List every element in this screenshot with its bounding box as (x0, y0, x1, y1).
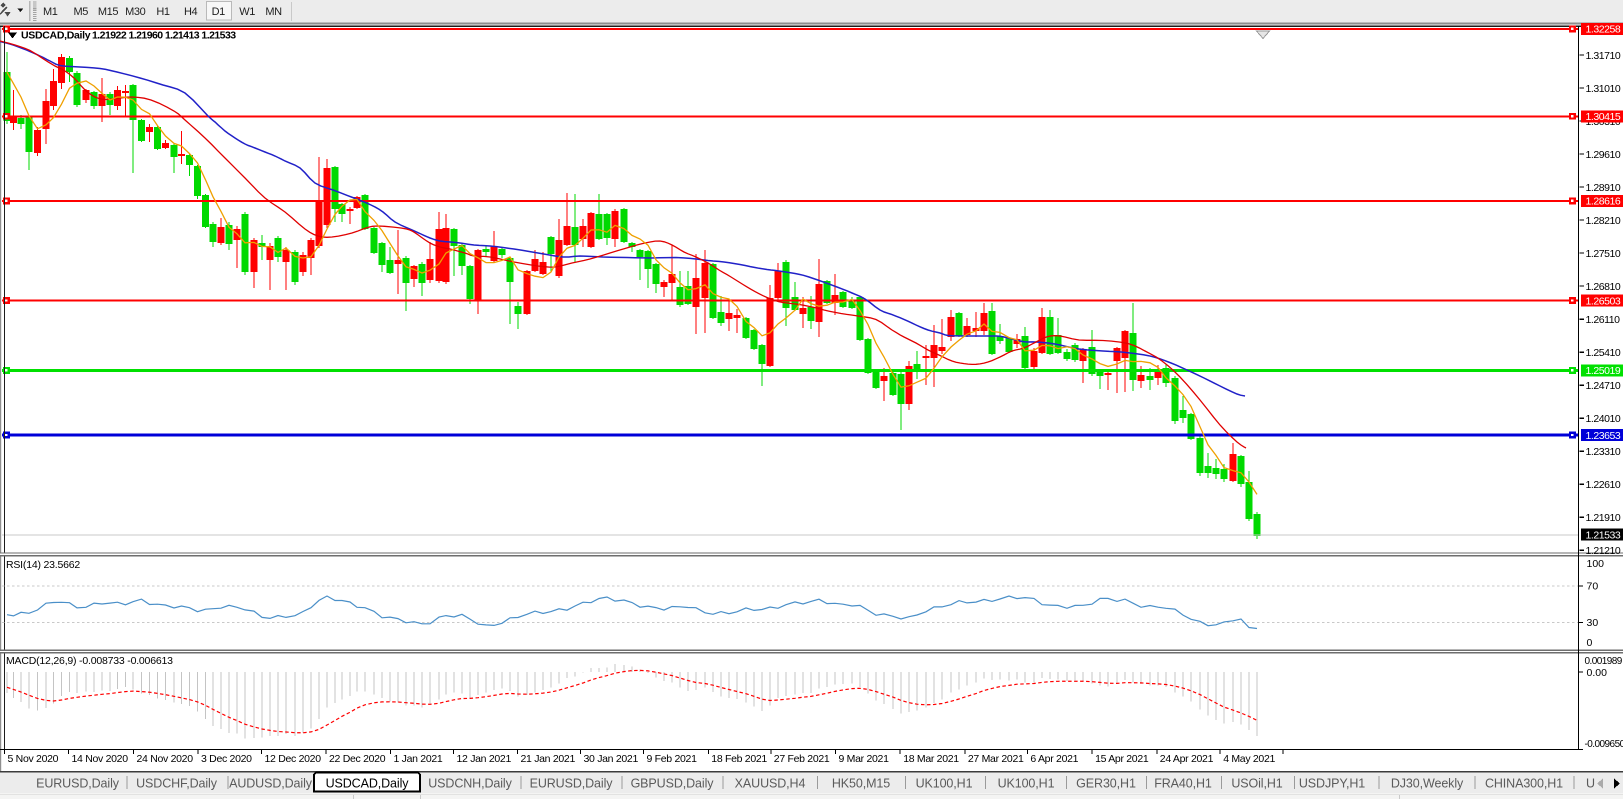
svg-text:1.21533: 1.21533 (1586, 529, 1621, 541)
svg-text:1.32258: 1.32258 (1586, 24, 1621, 36)
svg-text:MN: MN (265, 6, 282, 18)
svg-text:18 Mar 2021: 18 Mar 2021 (903, 753, 959, 765)
svg-text:21 Jan 2021: 21 Jan 2021 (521, 753, 576, 765)
svg-text:UK100,H1: UK100,H1 (916, 777, 973, 791)
svg-text:W1: W1 (239, 6, 255, 18)
svg-text:RSI(14) 23.5662: RSI(14) 23.5662 (6, 559, 80, 571)
svg-text:USDJPY,H1: USDJPY,H1 (1299, 777, 1365, 791)
svg-text:EURUSD,Daily: EURUSD,Daily (36, 777, 120, 791)
svg-text:1.22610: 1.22610 (1586, 479, 1621, 491)
svg-text:24 Nov 2020: 24 Nov 2020 (137, 753, 194, 765)
svg-text:5 Nov 2020: 5 Nov 2020 (8, 753, 59, 765)
svg-text:USDCAD,Daily: USDCAD,Daily (21, 30, 91, 42)
svg-text:27 Feb 2021: 27 Feb 2021 (774, 753, 830, 765)
svg-text:3 Dec 2020: 3 Dec 2020 (201, 753, 252, 765)
svg-text:1.28210: 1.28210 (1586, 215, 1621, 227)
svg-text:H1: H1 (156, 6, 170, 18)
svg-text:1.27510: 1.27510 (1586, 248, 1621, 260)
svg-text:1.25019: 1.25019 (1586, 365, 1621, 377)
svg-text:1.23653: 1.23653 (1586, 430, 1621, 442)
svg-text:FRA40,H1: FRA40,H1 (1154, 777, 1212, 791)
svg-text:27 Mar 2021: 27 Mar 2021 (968, 753, 1024, 765)
svg-text:USDCNH,Daily: USDCNH,Daily (428, 777, 512, 791)
svg-text:0: 0 (1587, 637, 1593, 649)
svg-text:1.31710: 1.31710 (1586, 50, 1621, 62)
svg-text:USDCHF,Daily: USDCHF,Daily (136, 777, 218, 791)
svg-text:1.26110: 1.26110 (1586, 314, 1621, 326)
svg-text:1.31010: 1.31010 (1586, 83, 1621, 95)
svg-text:24 Apr 2021: 24 Apr 2021 (1160, 753, 1214, 765)
svg-text:1.26503: 1.26503 (1586, 295, 1621, 307)
svg-text:12 Dec 2020: 12 Dec 2020 (265, 753, 322, 765)
svg-text:D1: D1 (212, 6, 226, 18)
svg-text:1.23310: 1.23310 (1586, 446, 1621, 458)
svg-text:9 Feb 2021: 9 Feb 2021 (647, 753, 698, 765)
svg-text:CHINA300,H1: CHINA300,H1 (1485, 777, 1563, 791)
svg-text:6 Apr 2021: 6 Apr 2021 (1030, 753, 1078, 765)
svg-text:-0.009650: -0.009650 (1585, 739, 1623, 750)
svg-text:1.30415: 1.30415 (1586, 111, 1621, 123)
svg-text:1.21910: 1.21910 (1586, 512, 1621, 524)
svg-text:M5: M5 (73, 6, 88, 18)
svg-text:M15: M15 (98, 6, 118, 18)
svg-text:1.26810: 1.26810 (1586, 281, 1621, 293)
svg-text:EURUSD,Daily: EURUSD,Daily (530, 777, 614, 791)
svg-text:1.21210: 1.21210 (1586, 545, 1621, 557)
svg-text:M1: M1 (43, 6, 58, 18)
svg-text:0.001989: 0.001989 (1585, 656, 1623, 667)
svg-text:1 Jan 2021: 1 Jan 2021 (394, 753, 443, 765)
svg-text:15 Apr 2021: 15 Apr 2021 (1095, 753, 1149, 765)
svg-text:MACD(12,26,9) -0.008733 -0.006: MACD(12,26,9) -0.008733 -0.006613 (6, 655, 173, 667)
svg-text:70: 70 (1587, 581, 1599, 593)
svg-text:1.24010: 1.24010 (1586, 413, 1621, 425)
svg-text:U: U (1586, 777, 1595, 791)
svg-text:XAUUSD,H4: XAUUSD,H4 (735, 777, 806, 791)
svg-text:HK50,M15: HK50,M15 (832, 777, 890, 791)
svg-text:M30: M30 (125, 6, 145, 18)
svg-text:1.29610: 1.29610 (1586, 149, 1621, 161)
svg-text:1.25410: 1.25410 (1586, 347, 1621, 359)
svg-text:AUDUSD,Daily: AUDUSD,Daily (229, 777, 313, 791)
svg-text:12 Jan 2021: 12 Jan 2021 (457, 753, 512, 765)
svg-text:30 Jan 2021: 30 Jan 2021 (584, 753, 639, 765)
svg-text:22 Dec 2020: 22 Dec 2020 (329, 753, 386, 765)
svg-text:USDCAD,Daily: USDCAD,Daily (326, 777, 410, 791)
svg-text:1.28616: 1.28616 (1586, 196, 1621, 208)
svg-text:0.00: 0.00 (1587, 667, 1608, 679)
svg-text:14 Nov 2020: 14 Nov 2020 (72, 753, 129, 765)
svg-text:GER30,H1: GER30,H1 (1076, 777, 1136, 791)
svg-text:4 May 2021: 4 May 2021 (1223, 753, 1275, 765)
svg-text:USOil,H1: USOil,H1 (1231, 777, 1282, 791)
svg-text:1.24710: 1.24710 (1586, 380, 1621, 392)
svg-text:1.28910: 1.28910 (1586, 182, 1621, 194)
svg-text:30: 30 (1587, 617, 1599, 629)
svg-text:GBPUSD,Daily: GBPUSD,Daily (631, 777, 715, 791)
svg-text:9 Mar 2021: 9 Mar 2021 (839, 753, 890, 765)
svg-text:UK100,H1: UK100,H1 (998, 777, 1055, 791)
svg-text:18 Feb 2021: 18 Feb 2021 (711, 753, 767, 765)
svg-text:DJ30,Weekly: DJ30,Weekly (1391, 777, 1464, 791)
svg-text:1.21922 1.21960 1.21413 1.2153: 1.21922 1.21960 1.21413 1.21533 (92, 30, 236, 42)
svg-text:100: 100 (1587, 558, 1605, 570)
svg-text:H4: H4 (184, 6, 198, 18)
